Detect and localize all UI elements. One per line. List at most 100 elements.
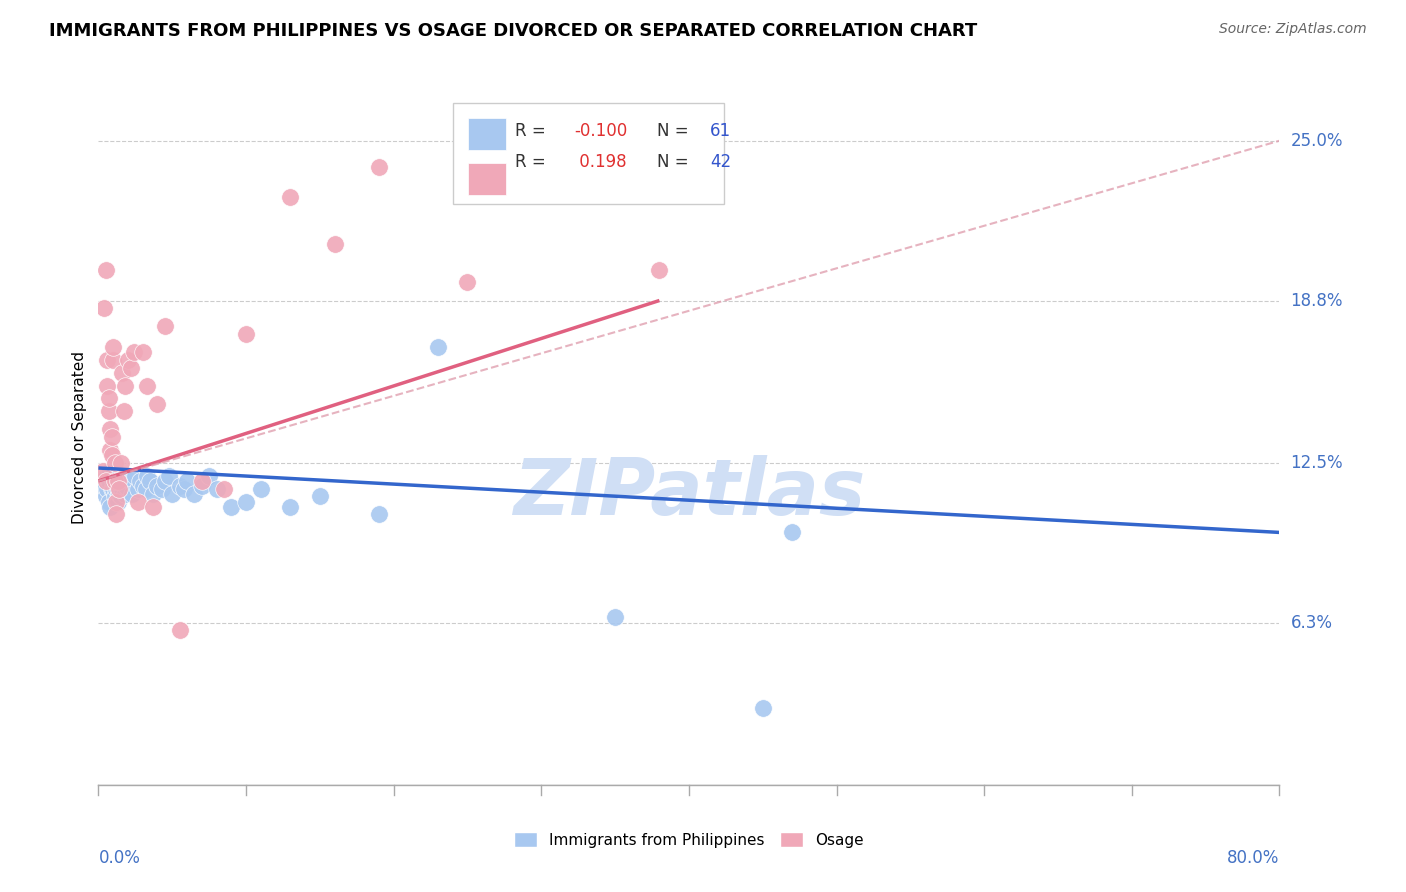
Point [100, 468, 122, 483]
Point [105, 474, 128, 488]
Point [124, 468, 146, 483]
Text: R =: R = [516, 153, 551, 171]
Text: 25.0%: 25.0% [1291, 132, 1343, 150]
Text: Source: ZipAtlas.com: Source: ZipAtlas.com [1219, 22, 1367, 37]
Point [96, 468, 118, 483]
Point [115, 479, 138, 493]
Point [120, 360, 142, 375]
Text: 0.0%: 0.0% [98, 849, 141, 867]
Point [110, 456, 132, 470]
Point [169, 624, 191, 638]
Text: ZIPatlas: ZIPatlas [513, 455, 865, 531]
Text: 80.0%: 80.0% [1227, 849, 1279, 867]
FancyBboxPatch shape [468, 163, 506, 195]
Point [122, 345, 145, 359]
Text: 0.198: 0.198 [575, 153, 627, 171]
Point [114, 378, 136, 392]
Point [98, 500, 121, 514]
Point [104, 489, 127, 503]
Legend: Immigrants from Philippines, Osage: Immigrants from Philippines, Osage [508, 826, 870, 854]
Point [235, 326, 257, 341]
Point [169, 479, 191, 493]
Text: IMMIGRANTS FROM PHILIPPINES VS OSAGE DIVORCED OR SEPARATED CORRELATION CHART: IMMIGRANTS FROM PHILIPPINES VS OSAGE DIV… [49, 22, 977, 40]
Point [105, 494, 128, 508]
Point [105, 508, 128, 522]
Point [94, 262, 117, 277]
Point [323, 236, 346, 251]
Point [108, 482, 131, 496]
Point [752, 700, 775, 714]
Point [117, 352, 139, 367]
Text: R =: R = [516, 122, 551, 140]
Point [146, 396, 169, 410]
Point [103, 482, 125, 496]
Point [91, 464, 114, 478]
Text: N =: N = [657, 153, 695, 171]
Point [136, 468, 159, 483]
Point [110, 474, 132, 488]
Point [112, 474, 135, 488]
Point [132, 345, 155, 359]
Text: 6.3%: 6.3% [1291, 614, 1333, 632]
Point [280, 190, 302, 204]
Point [127, 482, 149, 496]
Point [127, 494, 149, 508]
Point [111, 366, 134, 380]
Text: 42: 42 [710, 153, 731, 171]
Point [212, 482, 235, 496]
Point [135, 482, 157, 496]
Point [91, 474, 114, 488]
Point [191, 474, 214, 488]
Point [96, 378, 118, 392]
Point [114, 487, 136, 501]
Point [96, 482, 118, 496]
Text: 18.8%: 18.8% [1291, 292, 1343, 310]
Point [98, 422, 121, 436]
FancyBboxPatch shape [453, 103, 724, 204]
Point [132, 479, 155, 493]
Point [100, 482, 122, 496]
Point [198, 468, 221, 483]
Point [103, 340, 125, 354]
Point [162, 487, 183, 501]
Point [782, 525, 804, 540]
Point [110, 489, 132, 503]
Point [183, 487, 205, 501]
Point [107, 474, 129, 488]
Point [98, 464, 121, 478]
Point [112, 404, 135, 418]
Point [142, 487, 165, 501]
Point [368, 160, 391, 174]
Point [309, 489, 332, 503]
Point [108, 468, 131, 483]
Point [97, 404, 120, 418]
Point [605, 610, 627, 624]
Point [221, 500, 243, 514]
Point [146, 479, 169, 493]
Point [117, 468, 139, 483]
Point [121, 487, 143, 501]
Point [120, 474, 142, 488]
Point [205, 482, 228, 496]
Point [104, 456, 127, 470]
Point [97, 474, 120, 488]
Point [100, 430, 122, 444]
Point [107, 494, 129, 508]
Point [111, 482, 134, 496]
Point [150, 482, 173, 496]
Point [368, 508, 391, 522]
Point [103, 352, 125, 367]
Point [128, 474, 150, 488]
Point [108, 487, 131, 501]
Point [93, 482, 115, 496]
Point [94, 474, 117, 488]
FancyBboxPatch shape [468, 118, 506, 150]
Point [105, 482, 128, 496]
Point [111, 468, 134, 483]
Point [250, 482, 273, 496]
Point [96, 352, 118, 367]
Point [104, 474, 127, 488]
Text: N =: N = [657, 122, 695, 140]
Point [153, 474, 176, 488]
Point [157, 468, 180, 483]
